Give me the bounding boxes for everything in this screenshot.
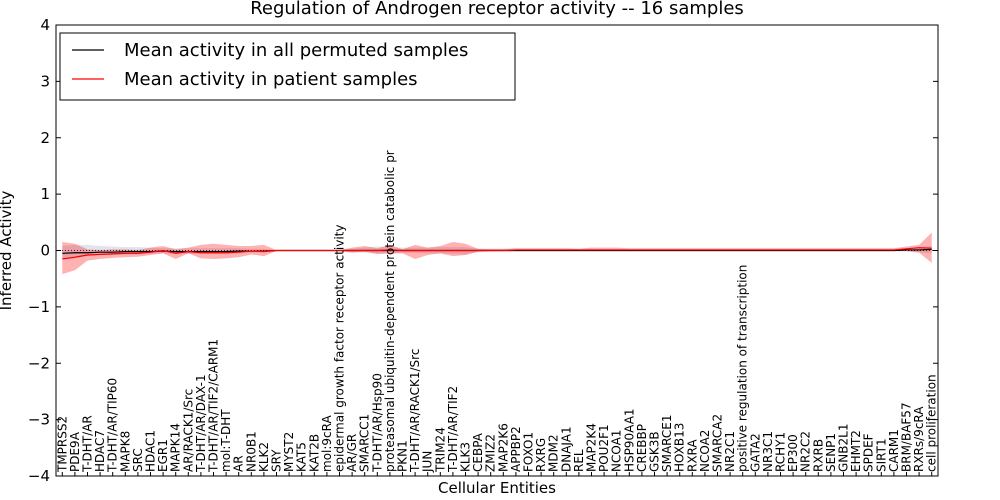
x-category-label: NR0B1: [244, 431, 258, 472]
x-category-label: BRM/BAF57: [900, 402, 914, 472]
x-category-label: RXRB: [811, 439, 825, 472]
x-category-label: MAP2K6: [496, 423, 510, 472]
x-category-label: GSK3B: [648, 431, 662, 472]
x-category-label: HDAC1: [144, 430, 158, 472]
x-category-label: NCOA2: [698, 430, 712, 472]
x-category-label: APPBP2: [509, 426, 523, 472]
x-category-label: RCHY1: [774, 432, 788, 472]
band-patient: [62, 232, 932, 275]
x-category-label: PKN1: [396, 440, 410, 472]
x-category-label: MAP2K4: [585, 423, 599, 472]
x-category-label: FOXO1: [522, 432, 536, 472]
x-category-label: T-DHT/AR/Hsp90: [370, 373, 384, 473]
x-category-label: KAT2B: [307, 434, 321, 472]
legend: Mean activity in all permuted samples Me…: [59, 32, 516, 101]
x-category-label: GNB2L1: [837, 424, 851, 472]
y-tick-label: 3: [40, 72, 50, 90]
x-category-label: SRC: [131, 448, 145, 472]
x-category-label: EHMT2: [849, 430, 863, 472]
y-axis-ticks: 4 3 2 1 0 −1 −2 −3 −4: [28, 16, 938, 485]
y-tick-label: 1: [40, 185, 50, 203]
x-category-label: proteasomal ubiquitin-dependent protein …: [383, 150, 397, 472]
x-category-label: NR2C1: [723, 431, 737, 472]
x-category-label: T-DHT/AR/TIF2/CARM1: [207, 339, 221, 473]
y-axis-label: Inferred Activity: [0, 190, 15, 310]
x-category-label: RXRA: [685, 439, 699, 472]
x-category-label: GATA2: [748, 433, 762, 472]
x-category-label: EGR1: [156, 439, 170, 472]
x-category-label: T-DHT/AR/DAX-1: [194, 374, 208, 473]
x-category-label: mol:9cRA: [320, 415, 334, 472]
x-category-label: NR2C2: [799, 431, 813, 472]
x-category-label: AR: [232, 455, 246, 472]
series-lines: [62, 247, 932, 260]
series-line-patient: [62, 247, 932, 260]
x-category-label: SMARCE1: [660, 414, 674, 472]
x-category-label: KAT5: [295, 442, 309, 472]
x-category-label: NR3C1: [761, 431, 775, 472]
x-category-label: DNAJA1: [559, 426, 573, 472]
x-category-label: CARM1: [887, 429, 901, 472]
x-category-label: positive regulation of transcription: [736, 265, 750, 472]
x-category-label: REL: [572, 449, 586, 472]
x-category-label: HOXB13: [673, 423, 687, 472]
legend-box: [59, 32, 516, 101]
x-category-label: SIRT1: [874, 438, 888, 472]
y-tick-label: 4: [40, 16, 50, 34]
x-category-label: KLK2: [257, 442, 271, 472]
x-category-label: MAPK8: [118, 431, 132, 472]
x-category-label: SPDEF: [862, 433, 876, 472]
legend-entry-patient: Mean activity in patient samples: [124, 69, 418, 90]
x-category-label: SENP1: [824, 433, 838, 472]
x-category-label: MDM2: [547, 434, 561, 472]
y-tick-label: 0: [40, 242, 50, 260]
x-category-label: PDE9A: [68, 431, 82, 472]
x-category-label: SMARCA2: [711, 414, 725, 472]
y-tick-label: −3: [28, 411, 50, 429]
y-tick-label: 2: [40, 129, 50, 147]
x-category-label: AR/RACK1/Src: [181, 389, 195, 472]
x-category-label: mol:T-DHT: [219, 409, 233, 472]
x-category-label: MYST2: [282, 432, 296, 472]
x-category-label: JUN: [421, 451, 435, 473]
legend-entry-permuted: Mean activity in all permuted samples: [124, 40, 468, 61]
x-category-label: T-DHT/AR: [81, 415, 95, 473]
x-category-label: POU2F1: [597, 424, 611, 472]
x-category-label: ZMIZ2: [484, 434, 498, 472]
x-category-label: RXRs/9cRA: [912, 406, 926, 472]
x-category-label: CEBPA: [471, 432, 485, 472]
x-category-label: TMPRSS2: [55, 416, 69, 473]
x-category-label: T-DHT/AR/TIP60: [106, 378, 120, 473]
x-category-label: MAPK14: [169, 423, 183, 472]
x-category-label: T-DHT/AR/RACK1/Src: [408, 349, 422, 473]
x-category-label: T-DHT/AR/TIF2: [446, 386, 460, 473]
x-category-label: EP300: [786, 434, 800, 472]
x-category-label: AR/GR: [345, 434, 359, 472]
x-category-label: HSP90AA1: [622, 408, 636, 472]
x-category-label: HDAC7: [93, 430, 107, 472]
chart-title: Regulation of Androgen receptor activity…: [250, 0, 744, 19]
x-category-label: cell proliferation: [925, 374, 939, 472]
y-tick-label: −4: [28, 467, 50, 485]
x-category-label: RXRG: [534, 438, 548, 472]
y-tick-label: −2: [28, 354, 50, 372]
confidence-bands: [62, 232, 932, 275]
x-axis-category-labels: TMPRSS2PDE9AT-DHT/ARHDAC7T-DHT/AR/TIP60M…: [55, 150, 939, 476]
x-category-label: epidermal growth factor receptor activit…: [333, 225, 347, 472]
x-category-label: TRIM24: [433, 427, 447, 473]
x-category-label: KLK3: [459, 442, 473, 472]
y-tick-label: −1: [28, 298, 50, 316]
x-category-label: CREBBP: [635, 424, 649, 472]
x-axis-label: Cellular Entities: [438, 479, 556, 497]
x-category-label: SMARCC1: [358, 414, 372, 472]
x-category-label: SRY: [270, 449, 284, 472]
x-category-label: NCOA1: [610, 430, 624, 472]
